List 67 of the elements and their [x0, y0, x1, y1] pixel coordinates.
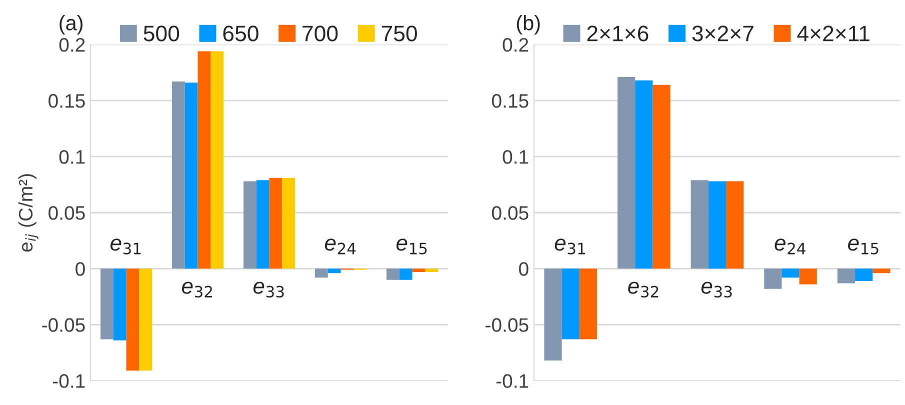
- bar: [562, 268, 580, 340]
- bar: [210, 51, 224, 269]
- bar: [782, 268, 800, 278]
- x-tick-label: e$_{15}$: [848, 238, 878, 254]
- x-tick-label: e$_{24}$: [774, 238, 806, 254]
- bar: [708, 181, 726, 269]
- legend-label: 650: [223, 26, 258, 42]
- x-tick-label: e$_{15}$: [396, 238, 427, 254]
- y-tick-label: 0.05: [48, 206, 85, 220]
- bar: [386, 268, 400, 280]
- bar: [579, 268, 597, 340]
- bar: [799, 268, 817, 284]
- bar: [690, 180, 708, 269]
- series-label: 2×1×6: [587, 26, 648, 42]
- bar: [652, 84, 670, 269]
- bar: [837, 268, 856, 284]
- x-tick-label: e$_{31}$: [110, 238, 141, 254]
- bar: [256, 180, 270, 269]
- y-tick-label: 0.2: [59, 38, 85, 52]
- bar: [328, 268, 341, 274]
- bar: [100, 268, 114, 340]
- x-tick-label: e$_{33}$: [701, 282, 732, 298]
- x-tick-label: e$_{32}$: [628, 282, 658, 298]
- y-tick-label: 0: [519, 262, 528, 276]
- y-tick-label: 0.1: [502, 150, 528, 164]
- legend-label: 700: [302, 26, 338, 42]
- bar: [113, 268, 126, 340]
- bar: [726, 181, 744, 269]
- bar: [618, 77, 636, 269]
- x-tick-label: e$_{33}$: [253, 282, 284, 298]
- bar: [172, 82, 185, 269]
- chart-title: (a): [60, 15, 82, 34]
- bar: [855, 268, 873, 281]
- y-axis-title: e$_{ij}$ (C/m²): [18, 174, 38, 252]
- y-tick-label: -0.1: [496, 374, 528, 388]
- bar: [399, 268, 412, 280]
- legend-label: 500: [144, 26, 180, 42]
- x-tick-label: e$_{24}$: [324, 238, 356, 254]
- bar: [126, 268, 140, 371]
- bar: [184, 82, 198, 269]
- bar: [244, 181, 256, 269]
- bar: [314, 268, 328, 278]
- legend-label: 3×2×7: [692, 26, 754, 42]
- y-tick-label: 0: [76, 262, 85, 276]
- y-tick-label: 0.15: [48, 94, 85, 108]
- legend-label: 4×2×11: [797, 26, 870, 42]
- y-tick-label: -0.1: [53, 374, 85, 388]
- x-tick-label: e$_{32}$: [182, 282, 212, 298]
- y-tick-label: 0.05: [492, 206, 528, 220]
- y-tick-label: 0.15: [492, 94, 528, 108]
- y-tick-label: 0.2: [502, 38, 528, 52]
- bar: [269, 178, 282, 269]
- bar: [412, 268, 426, 272]
- bar: [282, 178, 295, 269]
- bar: [544, 268, 562, 361]
- bar: [635, 80, 653, 269]
- bar: [198, 51, 211, 269]
- bar: [872, 268, 890, 274]
- y-tick-label: 0.1: [59, 150, 85, 164]
- bar: [425, 268, 438, 272]
- y-tick-label: -0.05: [486, 318, 528, 332]
- y-tick-label: -0.05: [42, 318, 85, 332]
- bar: [764, 268, 782, 289]
- chart-title: (b): [516, 15, 540, 34]
- x-tick-label: e$_{31}$: [554, 238, 585, 254]
- legend-label: 750: [382, 26, 417, 42]
- bar: [139, 268, 152, 371]
